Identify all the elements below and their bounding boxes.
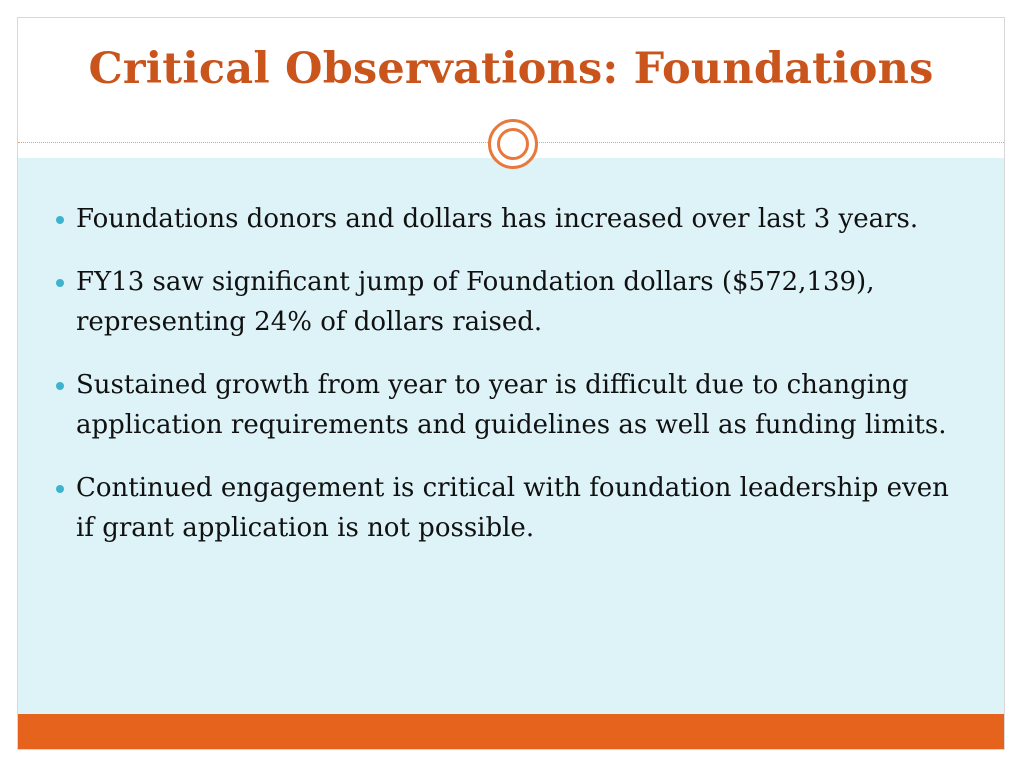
bullet-text: Foundations donors and dollars has incre… [76,204,919,234]
bullet-text: Continued engagement is critical with fo… [76,473,949,543]
bullet-item: FY13 saw significant jump of Foundation … [56,262,956,342]
inner-circle-icon [497,128,529,160]
bullet-item: Continued engagement is critical with fo… [56,468,956,548]
bullet-list: Foundations donors and dollars has incre… [56,199,956,571]
circle-ornament-icon [488,119,538,169]
bullet-text: Sustained growth from year to year is di… [76,370,947,440]
bullet-dot-icon [56,485,64,493]
bullet-item: Sustained growth from year to year is di… [56,365,956,445]
bullet-text: FY13 saw significant jump of Foundation … [76,267,875,337]
bullet-item: Foundations donors and dollars has incre… [56,199,956,239]
slide: Critical Observations: Foundations Found… [17,17,1005,750]
slide-title: Critical Observations: Foundations [88,44,934,94]
bullet-dot-icon [56,382,64,390]
bullet-dot-icon [56,216,64,224]
content-area: Foundations donors and dollars has incre… [18,158,1004,716]
bullet-dot-icon [56,279,64,287]
footer-bar [18,714,1004,749]
